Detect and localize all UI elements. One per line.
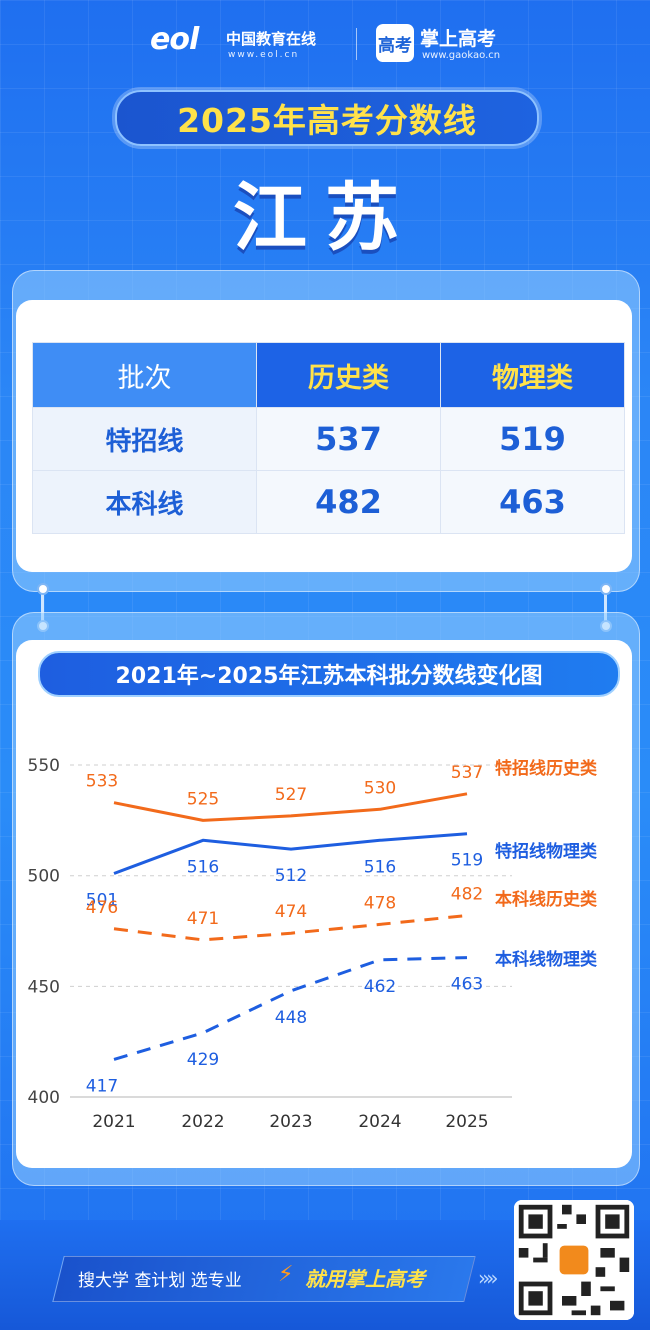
y-tick-label: 500 [28,867,60,887]
series-line [113,792,468,822]
page-title: 2025年高考分数线 [177,101,477,140]
data-label: 448 [275,1008,307,1028]
data-label: 474 [275,902,307,922]
data-label: 463 [451,975,483,995]
card-connector-right [604,588,607,626]
data-label: 530 [364,778,396,798]
data-label: 471 [187,909,219,929]
eol-name: 中国教育在线 [226,30,317,48]
card-connector-left [41,588,44,626]
physics-score: 519 [440,407,625,471]
eol-url: www.eol.cn [228,50,300,60]
x-tick-label: 2024 [358,1112,401,1132]
data-label: 476 [86,898,118,918]
data-label: 525 [187,789,219,809]
data-label: 482 [451,885,483,905]
data-label: 516 [364,857,396,877]
table-header-row: 批次 历史类 物理类 [32,342,625,408]
physics-score: 463 [440,470,625,534]
header-logos: eol 中国教育在线 www.eol.cn 高考 掌上高考 www.gaokao… [0,20,650,70]
slogan-text: 搜大学 查计划 选专业 [78,1271,242,1291]
slogan-highlight: 就用掌上高考 [305,1267,425,1291]
data-label: 429 [187,1050,219,1070]
row-label: 本科线 [32,470,257,534]
series-line [113,956,468,1061]
title-banner: 2025年高考分数线 [115,90,539,146]
connector-dot [37,583,49,595]
line-chart: 400 450 500 550 2021 2022 2023 2024 2025 533 525 52… [28,756,598,1132]
series-legend-label: 本科线历史类 [495,889,598,910]
qr-code-image[interactable] [514,1200,634,1320]
eol-logo: eol [150,22,199,57]
double-arrow-icon: »» [478,1266,499,1290]
data-label: 533 [86,772,118,792]
logo-divider [356,28,357,60]
series-line [113,914,468,942]
series-legend-label: 特招线物理类 [495,841,598,862]
history-score: 482 [256,470,441,534]
data-label: 527 [275,785,307,805]
x-tick-label: 2022 [181,1112,224,1132]
data-label: 478 [364,893,396,913]
table-row: 本科线 482 463 [32,470,625,534]
chart-title-banner: 2021年~2025年江苏本科批分数线变化图 [38,651,620,697]
data-label: 417 [86,1076,118,1096]
history-score: 537 [256,407,441,471]
y-tick-label: 550 [28,756,60,776]
x-tick-label: 2025 [445,1112,488,1132]
gaokao-url: www.gaokao.cn [422,50,501,61]
chart-title: 2021年~2025年江苏本科批分数线变化图 [115,664,543,689]
row-label: 特招线 [32,407,257,471]
data-label: 501 [86,890,118,910]
gaokao-name: 掌上高考 [420,28,497,50]
data-label: 516 [187,857,219,877]
chart-card [16,640,632,1168]
y-tick-label: 400 [28,1088,60,1108]
y-tick-label: 450 [28,977,60,997]
header-physics: 物理类 [440,342,625,408]
x-tick-label: 2021 [92,1112,135,1132]
data-label: 537 [451,763,483,783]
data-label: 519 [451,851,483,871]
score-table: 批次 历史类 物理类 特招线 537 519 本科线 482 463 [32,342,625,534]
header-batch: 批次 [32,342,257,408]
x-tick-label: 2023 [269,1112,312,1132]
data-label: 512 [275,866,307,886]
data-label: 462 [364,977,396,997]
connector-dot [600,583,612,595]
series-legend-label: 本科线物理类 [495,949,598,970]
lightning-icon: ⚡ [278,1262,294,1287]
table-row: 特招线 537 519 [32,407,625,471]
province-name: 江苏 [233,175,417,261]
gaokao-logo-icon: 高考 [376,24,414,62]
series-legend-label: 特招线历史类 [495,758,598,779]
series-line [113,832,468,875]
